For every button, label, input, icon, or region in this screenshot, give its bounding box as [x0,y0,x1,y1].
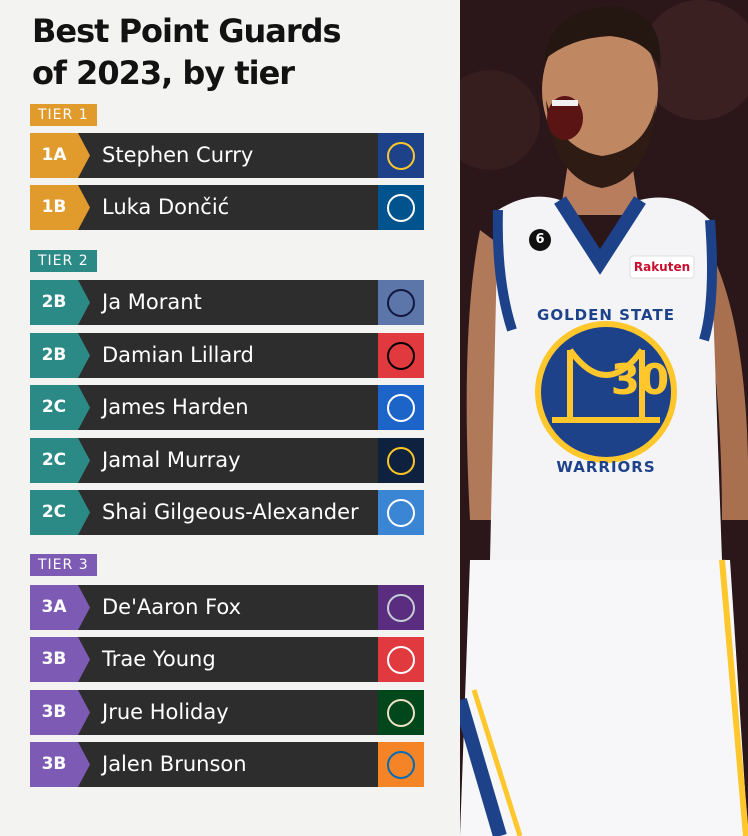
title-line-2: of 2023, by tier [32,54,295,92]
rank-badge-shape [30,333,90,378]
rank-badge: 2C [30,438,90,483]
player-row: 2C James Harden [30,385,424,430]
knicks-logo-icon [378,742,424,787]
rank-badge: 2B [30,280,90,325]
player-name: Jalen Brunson [102,752,247,776]
rank-badge-shape [30,490,90,535]
player-row: 3B Trae Young [30,637,424,682]
rank-label: 2C [41,450,67,470]
player-name: Shai Gilgeous-Alexander [102,500,359,524]
title-line-1: Best Point Guards [32,12,342,50]
team-logo-emblem [387,193,415,222]
rank-label: 2B [41,292,67,312]
rakuten-patch: Rakuten [633,260,691,274]
bucks-logo-icon [378,690,424,735]
player-row: 3A De'Aaron Fox [30,585,424,630]
rank-badge: 2C [30,385,90,430]
page-title: Best Point Guards of 2023, by tier [32,10,432,94]
rank-badge-shape [30,585,90,630]
team-logo-emblem [387,750,415,779]
player-row: 1A Stephen Curry [30,133,424,178]
rank-badge-shape [30,185,90,230]
rank-label: 2C [41,397,67,417]
hawks-logo-icon [378,637,424,682]
rank-badge: 3A [30,585,90,630]
team-logo-emblem [387,593,415,622]
jersey-number: 30 [610,355,670,404]
team-logo-emblem [387,341,415,370]
rank-label: 3B [41,702,67,722]
rank-badge-shape [30,637,90,682]
player-row: 2C Shai Gilgeous-Alexander [30,490,424,535]
rank-badge-shape [30,280,90,325]
player-name: Jrue Holiday [102,700,229,724]
rank-label: 2B [41,345,67,365]
mavericks-logo-icon [378,185,424,230]
kings-logo-icon [378,585,424,630]
tier-3-label: TIER 3 [30,554,97,576]
tier-1-label: TIER 1 [30,104,97,126]
rank-label: 2C [41,502,67,522]
player-name: De'Aaron Fox [102,595,242,619]
rank-badge-shape [30,385,90,430]
team-logo-emblem [387,393,415,422]
player-name: James Harden [102,395,249,419]
team-logo-emblem [387,288,415,317]
player-name: Trae Young [102,647,216,671]
rank-badge-shape [30,690,90,735]
team-logo-emblem [387,446,415,475]
rank-badge: 1B [30,185,90,230]
stephen-curry-photo-illustration [460,0,748,836]
rank-badge: 3B [30,637,90,682]
player-name: Luka Dončić [102,195,230,219]
76ers-logo-icon [378,385,424,430]
rank-badge: 3B [30,742,90,787]
player-name: Ja Morant [102,290,202,314]
player-row: 2B Damian Lillard [30,333,424,378]
player-row: 1B Luka Dončić [30,185,424,230]
player-row: 2B Ja Morant [30,280,424,325]
team-logo-emblem [387,498,415,527]
warriors-logo-icon [378,133,424,178]
rank-label: 3B [41,649,67,669]
tier-2-label: TIER 2 [30,250,97,272]
nuggets-logo-icon [378,438,424,483]
player-row: 2C Jamal Murray [30,438,424,483]
team-logo-emblem [387,141,415,170]
rank-badge: 2C [30,490,90,535]
player-row: 3B Jrue Holiday [30,690,424,735]
rank-badge-shape [30,742,90,787]
player-name: Damian Lillard [102,343,254,367]
player-row: 3B Jalen Brunson [30,742,424,787]
player-photo: Rakuten 6 GOLDEN STATE 30 WARRIORS [460,0,748,836]
rank-label: 1A [41,145,67,165]
team-logo-emblem [387,698,415,727]
rank-badge: 1A [30,133,90,178]
rank-badge-shape [30,133,90,178]
rank-badge: 2B [30,333,90,378]
thunder-logo-icon [378,490,424,535]
rank-badge: 3B [30,690,90,735]
team-logo-emblem [387,645,415,674]
jersey-text-top: GOLDEN STATE [537,306,675,324]
rank-label: 3B [41,754,67,774]
rank-badge-shape [30,438,90,483]
player-name: Stephen Curry [102,143,254,167]
memorial-patch-number: 6 [535,232,545,247]
tier-list-panel: Best Point Guards of 2023, by tier TIER … [30,10,432,787]
trail-blazers-logo-icon [378,333,424,378]
grizzlies-logo-icon [378,280,424,325]
jersey-text-bottom: WARRIORS [556,458,656,476]
rank-label: 3A [41,597,67,617]
player-name: Jamal Murray [102,448,241,472]
rank-label: 1B [41,197,67,217]
